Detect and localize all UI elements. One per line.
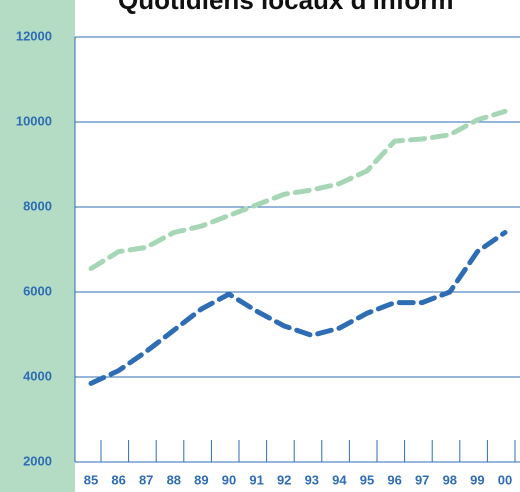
series-line xyxy=(88,108,508,272)
x-tick-label: 93 xyxy=(305,472,319,487)
chart-title: Quotidiens locaux d'inform xyxy=(118,0,454,15)
y-tick-label: 2000 xyxy=(23,453,52,468)
x-tick-label: 87 xyxy=(139,472,153,487)
y-tick-label: 4000 xyxy=(23,368,52,383)
x-tick-label: 96 xyxy=(387,472,401,487)
x-tick-label: 98 xyxy=(443,472,457,487)
x-tick-label: 95 xyxy=(360,472,374,487)
x-tick-label: 89 xyxy=(194,472,208,487)
y-tick-label: 6000 xyxy=(23,283,52,298)
y-tick-label: 8000 xyxy=(23,198,52,213)
axis-band xyxy=(0,0,75,492)
x-tick-label: 88 xyxy=(167,472,181,487)
x-tick-label: 97 xyxy=(415,472,429,487)
x-tick-label: 85 xyxy=(84,472,98,487)
x-tick-label: 90 xyxy=(222,472,236,487)
series-line xyxy=(88,230,508,386)
y-tick-label: 12000 xyxy=(16,28,52,43)
y-tick-label: 10000 xyxy=(16,113,52,128)
x-tick-label: 94 xyxy=(332,472,347,487)
x-tick-label: 00 xyxy=(498,472,512,487)
x-tick-label: 91 xyxy=(249,472,263,487)
x-tick-label: 99 xyxy=(470,472,484,487)
x-tick-label: 92 xyxy=(277,472,291,487)
x-tick-label: 86 xyxy=(111,472,125,487)
